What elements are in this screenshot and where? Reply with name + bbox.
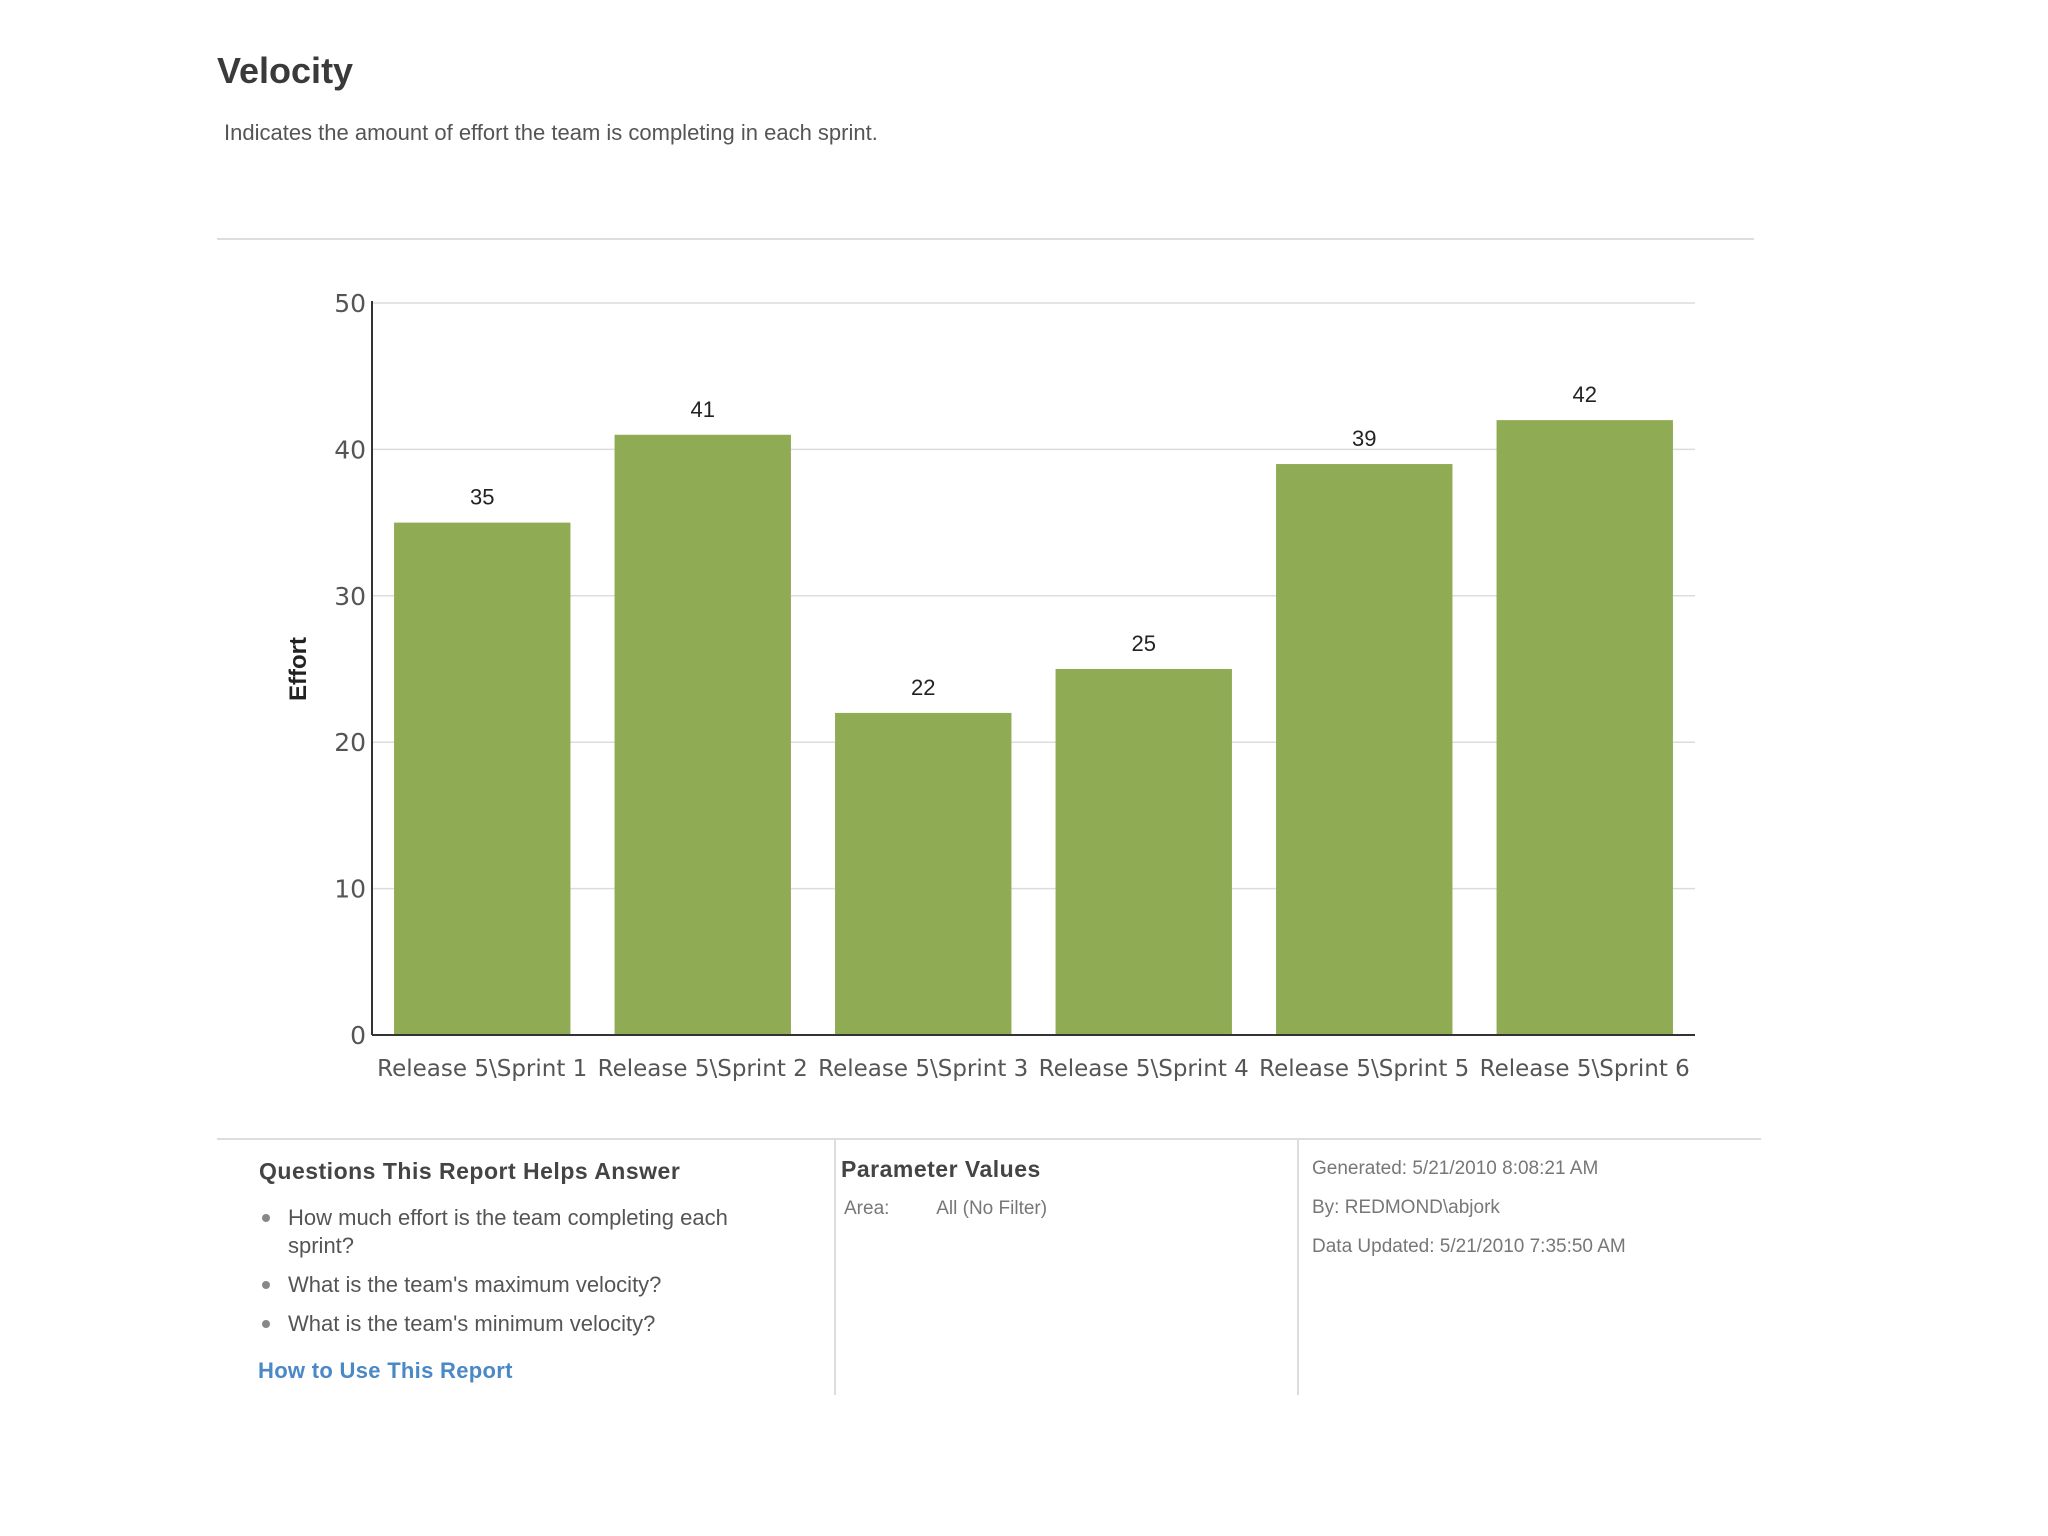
list-item: How much effort is the team completing e… <box>259 1204 779 1260</box>
bar <box>835 712 1012 1035</box>
question-text: What is the team's maximum velocity? <box>288 1272 662 1297</box>
velocity-chart: 0 10 20 30 40 50 35 Release 5\Sprint 1 41 Release… <box>285 289 1695 1082</box>
bullet-icon <box>262 1320 270 1328</box>
bar <box>1496 420 1673 1035</box>
question-text: What is the team's minimum velocity? <box>288 1311 656 1336</box>
y-tick-label: 50 <box>334 289 366 318</box>
parameters-heading: Parameter Values <box>841 1156 1041 1182</box>
question-text: How much effort is the team completing e… <box>288 1205 728 1258</box>
data-updated-timestamp: Data Updated: 5/21/2010 7:35:50 AM <box>1312 1236 1626 1257</box>
questions-panel: Questions This Report Helps Answer How m… <box>217 1140 836 1395</box>
bullet-icon <box>262 1214 270 1222</box>
y-axis-label: Effort <box>285 637 312 701</box>
bullet-icon <box>262 1281 270 1289</box>
how-to-use-report-link[interactable]: How to Use This Report <box>258 1358 513 1383</box>
x-tick-label: Release 5\Sprint 5 <box>1259 1056 1469 1082</box>
bar <box>1055 669 1232 1035</box>
parameter-area-label: Area: <box>844 1198 890 1219</box>
parameters-panel: Parameter Values Area: All (No Filter) <box>836 1140 1299 1395</box>
question-list: How much effort is the team completing e… <box>259 1204 779 1349</box>
data-label: 25 <box>1132 631 1156 656</box>
generated-timestamp: Generated: 5/21/2010 8:08:21 AM <box>1312 1158 1599 1179</box>
bar <box>394 522 571 1035</box>
bottom-divider <box>217 1138 1761 1140</box>
bar <box>614 434 791 1035</box>
data-label: 42 <box>1573 382 1597 407</box>
parameter-area-value: All (No Filter) <box>936 1198 1048 1219</box>
generated-by: By: REDMOND\abjork <box>1312 1197 1500 1218</box>
x-tick-label: Release 5\Sprint 1 <box>377 1056 587 1082</box>
chart-bars <box>394 420 1673 1035</box>
page-title: Velocity <box>217 50 354 91</box>
list-item: What is the team's maximum velocity? <box>259 1271 779 1299</box>
y-tick-label: 10 <box>334 875 366 904</box>
data-label: 35 <box>470 485 494 510</box>
y-tick-label: 0 <box>350 1021 366 1050</box>
chart-labels: 0 10 20 30 40 50 35 Release 5\Sprint 1 41 Release… <box>285 289 1690 1082</box>
data-label: 39 <box>1352 426 1376 451</box>
x-tick-label: Release 5\Sprint 2 <box>598 1056 808 1082</box>
data-label: 22 <box>911 675 935 700</box>
questions-heading: Questions This Report Helps Answer <box>259 1158 681 1184</box>
y-tick-label: 20 <box>334 728 366 757</box>
y-tick-label: 40 <box>334 435 366 464</box>
report-meta-panel: Generated: 5/21/2010 8:08:21 AM By: REDM… <box>1299 1140 1761 1395</box>
parameter-area-row: Area: All (No Filter) <box>844 1198 1047 1220</box>
page-subtitle: Indicates the amount of effort the team … <box>224 120 878 145</box>
x-tick-label: Release 5\Sprint 6 <box>1480 1056 1690 1082</box>
list-item: What is the team's minimum velocity? <box>259 1310 779 1338</box>
chart-gridlines <box>372 302 1695 890</box>
x-tick-label: Release 5\Sprint 4 <box>1039 1056 1249 1082</box>
y-tick-label: 30 <box>334 582 366 611</box>
top-divider <box>217 238 1754 240</box>
data-label: 41 <box>691 397 715 422</box>
x-tick-label: Release 5\Sprint 3 <box>818 1056 1028 1082</box>
chart-axes <box>371 301 1695 1036</box>
bar <box>1276 464 1453 1035</box>
